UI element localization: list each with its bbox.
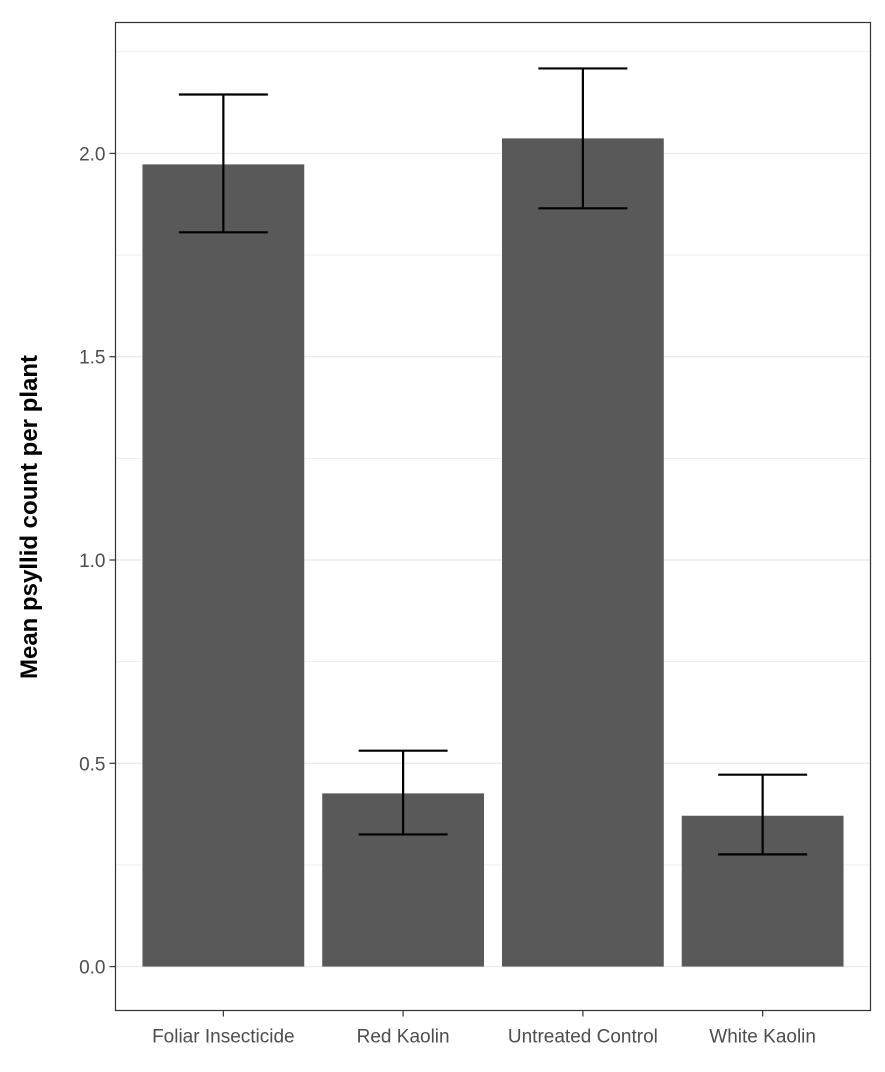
x-tick-label: Foliar Insecticide bbox=[152, 1027, 295, 1048]
error-bars bbox=[178, 67, 808, 856]
y-tick-label: 1.5 bbox=[79, 348, 105, 369]
y-axis: 0.0 0.5 1.0 1.5 2.0 bbox=[79, 144, 116, 979]
y-tick-label: 2.0 bbox=[79, 144, 105, 165]
y-axis-label: Mean psyllid count per plant bbox=[16, 355, 43, 679]
y-tick-label: 0.0 bbox=[79, 958, 105, 979]
bar-0 bbox=[142, 164, 305, 967]
bar-2 bbox=[501, 138, 664, 967]
y-tick-label: 1.0 bbox=[79, 551, 105, 572]
bars bbox=[142, 138, 844, 967]
x-tick-label: Red Kaolin bbox=[357, 1027, 450, 1048]
x-tick-label: Untreated Control bbox=[508, 1027, 658, 1048]
panel-border bbox=[114, 21, 872, 1012]
x-tick-label: White Kaolin bbox=[709, 1027, 816, 1048]
y-tick-label: 0.5 bbox=[79, 754, 105, 775]
x-axis: Foliar Insecticide Red Kaolin Untreated Co… bbox=[152, 1010, 816, 1048]
